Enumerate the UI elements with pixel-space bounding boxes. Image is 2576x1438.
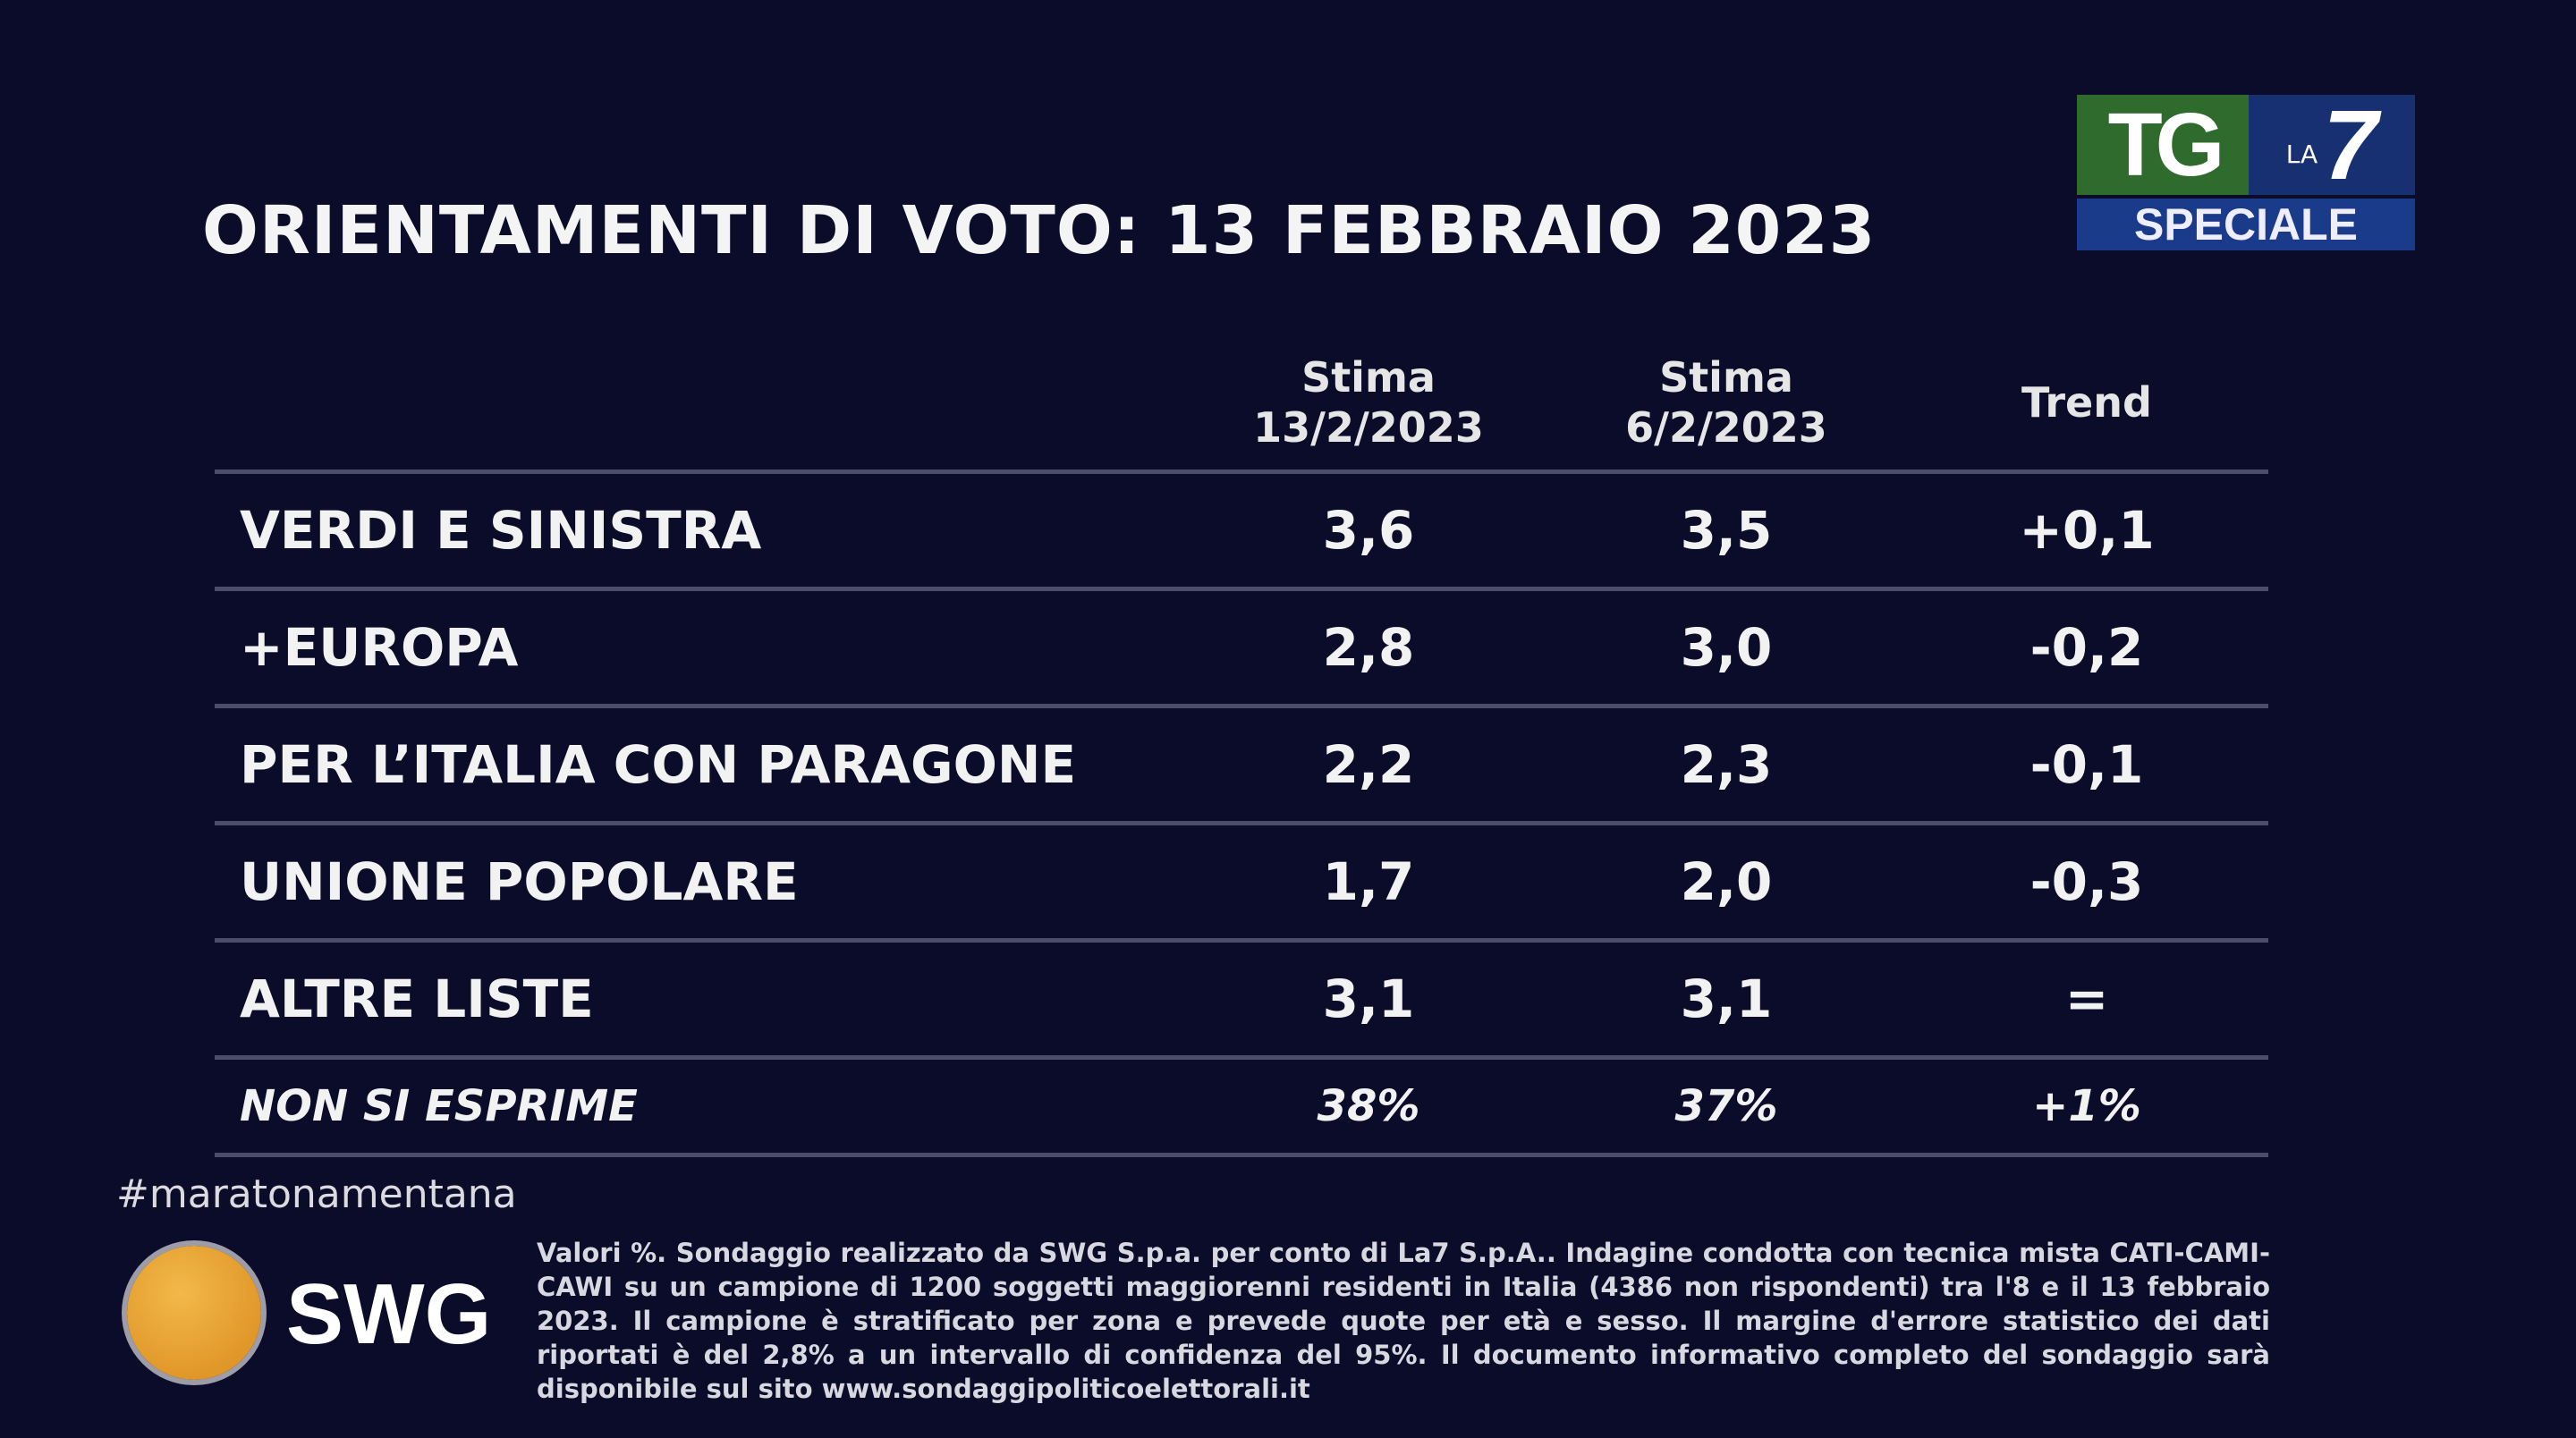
trend-value: -0,1 [2029,734,2144,795]
current-estimate: 2,2 [1322,734,1415,795]
header-line1: Stima [1659,353,1793,402]
party-label: NON SI ESPRIME [240,1081,638,1131]
header-trend: Trend [1905,335,2268,469]
table-row: PER L’ITALIA CON PARAGONE 2,2 2,3 -0,1 [215,708,2268,825]
table-header: Stima 13/2/2023 Stima 6/2/2023 Trend [215,335,2268,474]
current-estimate: 38% [1317,1081,1420,1131]
swg-logo: SWG [107,1230,528,1391]
party-label: VERDI E SINISTRA [240,500,762,561]
header-line2: 13/2/2023 [1253,403,1484,452]
logo-la7: LA 7 [2249,90,2415,200]
current-estimate: 3,1 [1322,969,1415,1029]
trend-value: +0,1 [2019,500,2155,561]
trend-value: = [2064,969,2109,1029]
previous-estimate: 3,1 [1680,969,1773,1029]
current-estimate: 1,7 [1322,851,1415,912]
logo-la: LA [2285,139,2318,169]
methodology-footnote: Valori %. Sondaggio realizzato da SWG S.… [537,1238,2270,1404]
table-row: ALTRE LISTE 3,1 3,1 = [215,943,2268,1060]
table-row: UNIONE POPOLARE 1,7 2,0 -0,3 [215,825,2268,943]
header-previous: Stima 6/2/2023 [1547,335,1905,469]
page-title: ORIENTAMENTI DI VOTO: 13 FEBBRAIO 2023 [202,192,1877,269]
party-label: ALTRE LISTE [240,969,594,1029]
trend-value: +1% [2032,1081,2141,1131]
swg-logo-text: SWG [286,1266,492,1362]
header-spacer [215,335,1190,469]
poll-table: Stima 13/2/2023 Stima 6/2/2023 Trend VERDI… [215,335,2268,1157]
table-row: NON SI ESPRIME 38% 37% +1% [215,1060,2268,1157]
previous-estimate: 2,3 [1680,734,1773,795]
current-estimate: 2,8 [1322,617,1415,678]
party-label: UNIONE POPOLARE [240,851,799,912]
trend-value: -0,3 [2029,851,2144,912]
logo-seven: 7 [2323,89,2378,200]
hashtag-overlay: #maratonamentana [116,1172,517,1217]
table-row: VERDI E SINISTRA 3,6 3,5 +0,1 [215,474,2268,591]
logo-speciale: SPECIALE [2077,199,2415,250]
logo-tg: TG [2077,95,2249,195]
header-current: Stima 13/2/2023 [1190,335,1547,469]
tg-la7-speciale-logo: TG LA 7 SPECIALE [2077,90,2415,250]
previous-estimate: 2,0 [1680,851,1773,912]
previous-estimate: 3,5 [1680,500,1773,561]
previous-estimate: 3,0 [1680,617,1773,678]
header-line1: Trend [2021,378,2152,427]
party-label: +EUROPA [240,617,519,678]
previous-estimate: 37% [1674,1081,1778,1131]
header-line1: Stima [1301,353,1436,402]
current-estimate: 3,6 [1322,500,1415,561]
table-row: +EUROPA 2,8 3,0 -0,2 [215,591,2268,708]
header-line2: 6/2/2023 [1625,403,1827,452]
trend-value: -0,2 [2029,617,2144,678]
globe-icon [127,1246,261,1380]
party-label: PER L’ITALIA CON PARAGONE [240,734,1077,795]
